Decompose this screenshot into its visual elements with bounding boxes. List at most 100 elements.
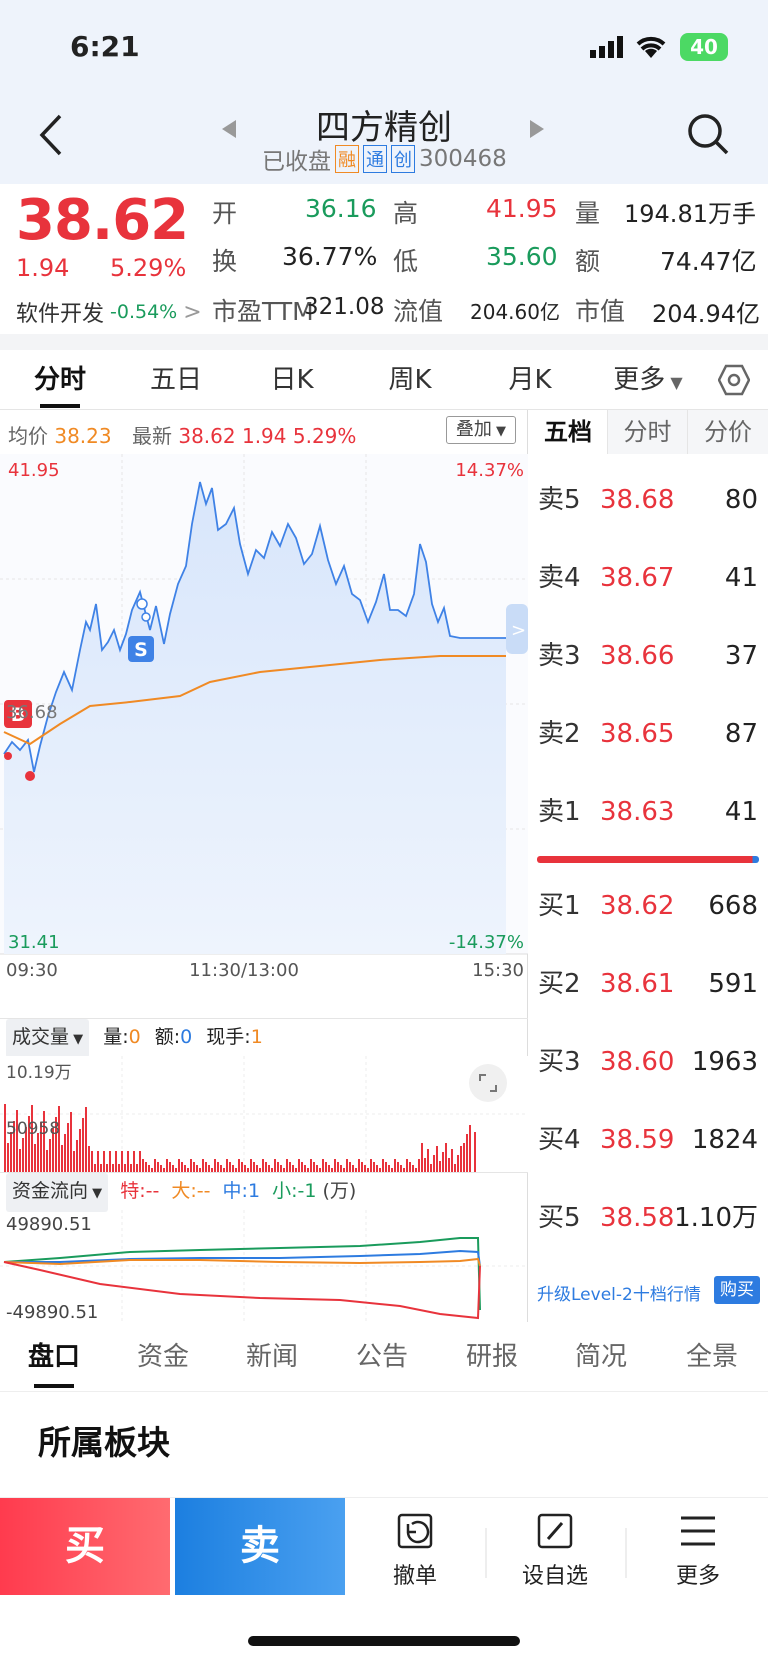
volume-bar — [463, 1143, 465, 1172]
tab-weekly-k[interactable]: 周K — [388, 365, 432, 395]
tab-announcements[interactable]: 公告 — [356, 1342, 409, 1372]
chart-expand-handle[interactable] — [506, 604, 528, 654]
ask-qty: 80 — [724, 485, 758, 515]
overlay-dropdown[interactable]: 叠加 ▼ — [446, 416, 516, 444]
sell-button[interactable]: 卖 — [175, 1498, 345, 1595]
upgrade-level2-link[interactable]: 升级Level-2十档行情 — [537, 1285, 701, 1305]
volume-bar — [397, 1162, 399, 1172]
buy-button[interactable]: 买 — [0, 1498, 170, 1595]
quote-panel: 38.62 1.94 5.29% 开 36.16 高 41.95 量 194.8… — [0, 184, 768, 334]
sell-marker[interactable] — [128, 636, 154, 662]
bid-row[interactable]: 买3 38.60 1963 — [529, 1042, 768, 1082]
volume-bar — [283, 1168, 285, 1172]
buy-marker[interactable] — [4, 700, 32, 728]
fullscreen-button[interactable] — [469, 1064, 507, 1102]
tab-research[interactable]: 研报 — [466, 1342, 519, 1372]
tab-news[interactable]: 新闻 — [246, 1342, 299, 1372]
latest-value: 38.62 — [178, 424, 236, 448]
bid-row[interactable]: 买2 38.61 591 — [529, 964, 768, 1004]
volume-bar — [349, 1162, 351, 1172]
divider — [0, 334, 768, 350]
axis-bottom-price: 31.41 — [8, 932, 60, 953]
volume-bar — [85, 1107, 87, 1172]
volume-bar — [43, 1111, 45, 1172]
volume-bar — [373, 1162, 375, 1172]
settings-icon[interactable] — [718, 364, 750, 396]
tab-funds[interactable]: 资金 — [137, 1342, 190, 1372]
ask-row[interactable]: 卖1 38.63 41 — [529, 792, 768, 832]
ask-price: 38.63 — [600, 797, 675, 827]
clock: 6:21 — [70, 30, 140, 63]
tab-daily-k[interactable]: 日K — [270, 365, 314, 395]
ask-row[interactable]: 卖3 38.66 37 — [529, 636, 768, 676]
tab-handicap[interactable]: 盘口 — [28, 1342, 81, 1372]
flow-axis-bottom: -49890.51 — [6, 1302, 98, 1322]
tab-price-dist[interactable]: 分价 — [687, 410, 768, 454]
volume-bar — [391, 1168, 393, 1172]
ask-row[interactable]: 卖2 38.65 87 — [529, 714, 768, 754]
volume-bar — [76, 1140, 78, 1172]
tab-more[interactable]: 更多 ▼ — [613, 365, 683, 395]
volume-bar — [190, 1159, 192, 1172]
cancel-order-label: 撤单 — [392, 1564, 437, 1589]
volume-bar — [400, 1165, 402, 1172]
cancel-order-button[interactable]: 撤单 — [360, 1510, 470, 1590]
signal-icon — [590, 36, 623, 58]
purchase-button[interactable]: 购买 — [714, 1276, 760, 1304]
more-button[interactable]: 更多 — [643, 1510, 753, 1590]
tab-profile[interactable]: 简况 — [575, 1342, 628, 1372]
tab-five-levels[interactable]: 五档 — [529, 410, 607, 454]
trade-marker-dot[interactable] — [136, 598, 148, 610]
bid-row[interactable]: 买4 38.59 1824 — [529, 1120, 768, 1160]
back-icon[interactable] — [38, 114, 64, 156]
volume-bar — [301, 1162, 303, 1172]
search-icon[interactable] — [686, 112, 730, 156]
volume-bar — [13, 1121, 15, 1172]
ask-row[interactable]: 卖5 38.68 80 — [529, 480, 768, 520]
tab-intraday[interactable]: 分时 — [33, 365, 86, 395]
volume-bar — [307, 1168, 309, 1172]
bid-row[interactable]: 买5 38.58 1.10万 — [529, 1198, 768, 1238]
volume-bar — [403, 1168, 405, 1172]
buy-marker-label: B — [11, 704, 25, 726]
volume-bar — [448, 1158, 450, 1172]
bid-row[interactable]: 买1 38.62 668 — [529, 886, 768, 926]
volume-bar — [298, 1159, 300, 1172]
ask-price: 38.66 — [600, 641, 675, 671]
price-chart[interactable]: S B > 41.95 14.37% 36.68 31.41 -14.37% 0… — [0, 454, 528, 998]
tab-overview[interactable]: 全景 — [686, 1342, 739, 1372]
fund-flow-chart[interactable]: 49890.51 -49890.51 — [0, 1210, 528, 1322]
low-value: 35.60 — [486, 242, 558, 271]
add-watchlist-button[interactable]: 设自选 — [500, 1510, 610, 1590]
volume-bar — [100, 1164, 102, 1172]
next-stock-icon[interactable] — [530, 120, 544, 138]
volume-indicator-dropdown[interactable]: 成交量 ▼ — [6, 1019, 90, 1058]
ask-row[interactable]: 卖4 38.67 41 — [529, 558, 768, 598]
volume-indicator-label: 成交量 — [12, 1026, 70, 1048]
fund-flow-dropdown[interactable]: 资金流向 ▼ — [6, 1173, 109, 1212]
trade-marker-dot[interactable] — [141, 612, 151, 622]
volume-bar — [412, 1165, 414, 1172]
volume-bar — [421, 1143, 423, 1172]
latest-change: 1.94 — [241, 424, 287, 448]
trade-marker-dot[interactable] — [25, 771, 35, 781]
volume-bar — [430, 1164, 432, 1172]
tab-five-day[interactable]: 五日 — [149, 365, 202, 395]
volume-bar — [145, 1162, 147, 1172]
ask-label: 卖3 — [538, 641, 581, 671]
stock-name: 四方精创 — [316, 108, 452, 148]
sector-link[interactable]: 软件开发 -0.54% > — [16, 296, 202, 328]
prev-stock-icon[interactable] — [222, 120, 236, 138]
volume-bar — [82, 1118, 84, 1172]
fund-flow-header: 资金流向 ▼ 特:-- 大:-- 中:1 小:-1 (万) — [0, 1172, 528, 1212]
badge-margin: 融 — [335, 145, 359, 173]
tab-tick[interactable]: 分时 — [607, 410, 687, 454]
volume-bar — [322, 1159, 324, 1172]
flow-unit: (万) — [322, 1180, 357, 1202]
tab-monthly-k[interactable]: 月K — [508, 365, 552, 395]
market-cap-value: 204.94亿 — [652, 300, 760, 328]
volume-chart[interactable]: 10.19万 50958 — [0, 1056, 528, 1172]
trade-marker-dot[interactable] — [4, 752, 12, 760]
volume-bar — [277, 1162, 279, 1172]
vol-q-label: 量: — [103, 1026, 129, 1048]
